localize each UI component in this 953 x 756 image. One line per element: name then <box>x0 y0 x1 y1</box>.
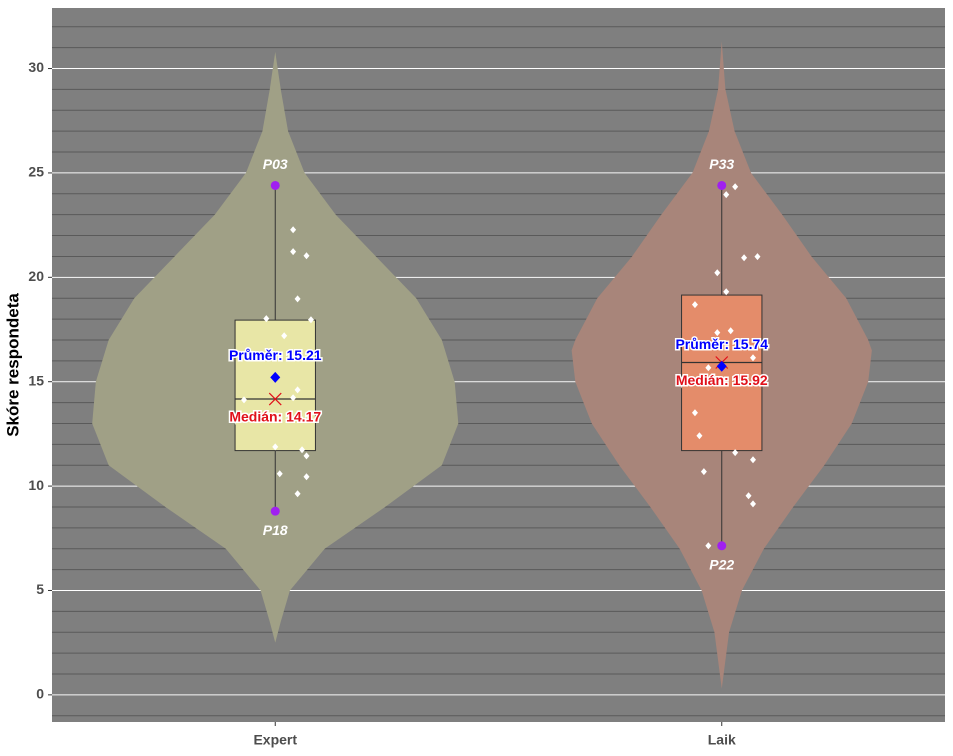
data-point <box>303 473 310 481</box>
extreme-point <box>717 180 727 190</box>
data-point <box>303 252 310 260</box>
data-point <box>276 470 283 478</box>
median-marker <box>268 392 282 406</box>
data-point <box>294 386 301 394</box>
data-point <box>294 295 301 303</box>
data-point <box>723 288 730 296</box>
box <box>681 294 763 452</box>
value-label: Medián: 15.92 <box>676 372 768 388</box>
data-point <box>294 490 301 498</box>
data-point <box>714 329 721 337</box>
data-point <box>741 254 748 262</box>
data-point <box>263 315 270 323</box>
y-tick-label: 5 <box>36 581 44 597</box>
mean-marker <box>716 360 727 372</box>
extreme-label: P22 <box>709 556 734 572</box>
x-tick-label: Laik <box>708 732 736 748</box>
extreme-label: P18 <box>263 522 288 538</box>
extreme-label: P03 <box>263 156 288 172</box>
y-tick-label: 25 <box>28 164 44 180</box>
mean-marker <box>270 371 281 383</box>
value-label: Medián: 14.17 <box>229 409 321 425</box>
data-point <box>281 332 288 340</box>
data-point <box>732 183 739 191</box>
extreme-point <box>717 541 727 551</box>
data-point <box>240 396 247 404</box>
data-point <box>705 364 712 372</box>
data-point <box>303 452 310 460</box>
data-point <box>705 542 712 550</box>
data-point <box>299 446 306 454</box>
extreme-point <box>270 180 280 190</box>
data-point <box>691 409 698 417</box>
data-point <box>732 449 739 457</box>
y-axis-label: Skóre respondeta <box>3 293 22 437</box>
data-point <box>696 432 703 440</box>
data-point <box>700 468 707 476</box>
data-point <box>691 301 698 309</box>
y-tick-label: 30 <box>28 59 44 75</box>
data-point <box>745 492 752 500</box>
y-tick-label: 0 <box>36 686 44 702</box>
extreme-point <box>270 506 280 516</box>
data-point <box>290 226 297 234</box>
extreme-label: P33 <box>709 156 734 172</box>
data-point <box>750 500 757 508</box>
data-point <box>750 456 757 464</box>
data-point <box>750 354 757 362</box>
data-point <box>272 443 279 451</box>
data-point <box>727 327 734 335</box>
x-tick-label: Expert <box>253 732 297 748</box>
data-point <box>754 253 761 261</box>
data-point <box>290 394 297 402</box>
data-point <box>714 269 721 277</box>
y-tick-label: 10 <box>28 477 44 493</box>
box <box>234 319 316 452</box>
data-point <box>290 248 297 256</box>
value-label: Průměr: 15.21 <box>229 347 322 363</box>
data-point <box>723 191 730 199</box>
y-tick-label: 15 <box>28 372 44 388</box>
value-label: Průměr: 15.74 <box>675 336 768 352</box>
y-tick-label: 20 <box>28 268 44 284</box>
data-point <box>307 316 314 324</box>
